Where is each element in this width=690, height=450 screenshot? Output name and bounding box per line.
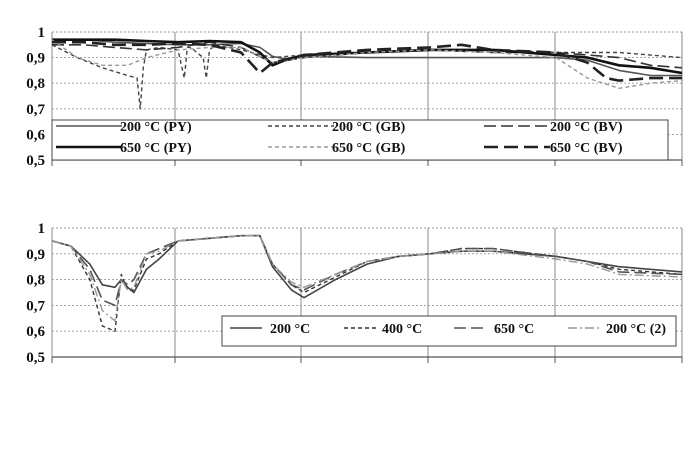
legend-box [51,119,669,161]
series-line-5 [51,39,683,90]
legend-label: 200 °C (2) [606,322,666,337]
y-tick-label: 1 [38,221,46,237]
y-tick-label: 0,5 [26,350,45,366]
legend: 200 °C 400 °C 650 °C 200 °C (2) [221,315,677,347]
y-tick-label: 0,9 [26,51,45,67]
series-line-2 [51,234,683,332]
y-tick-label: 0,5 [26,153,45,169]
y-tick-label: 0,8 [26,76,45,92]
legend-label: 200 °C (GB) [332,120,406,135]
y-tick-label: 0,8 [26,273,45,289]
series-line-3 [51,234,683,307]
legend-label: 200 °C [270,322,310,337]
series-line-1 [51,234,683,299]
legend: 200 °C (PY) 200 °C (GB) 200 °C (BV) 650 °C … [51,119,669,161]
y-tick-label: 0,7 [26,298,45,314]
legend-label: 650 °C (BV) [550,141,623,156]
y-tick-label: 0,9 [26,247,45,263]
y-tick-label: 1 [38,25,46,41]
legend-label: 400 °C [382,322,422,337]
legend-label: 200 °C (PY) [120,120,192,135]
y-tick-label: 0,7 [26,102,45,118]
series-line-4 [52,38,683,75]
legend-box [221,315,677,347]
legend-label: 650 °C [494,322,534,337]
series-line-6 [52,40,682,82]
series-line-2 [51,44,683,110]
legend-label: 200 °C (BV) [550,120,623,135]
legend-label: 650 °C (GB) [332,141,406,156]
legend-label: 650 °C (PY) [120,141,192,156]
y-tick-label: 0,6 [26,127,45,143]
series-line-3 [52,41,683,69]
y-tick-label: 0,6 [26,324,45,340]
series-line-4 [51,234,683,322]
